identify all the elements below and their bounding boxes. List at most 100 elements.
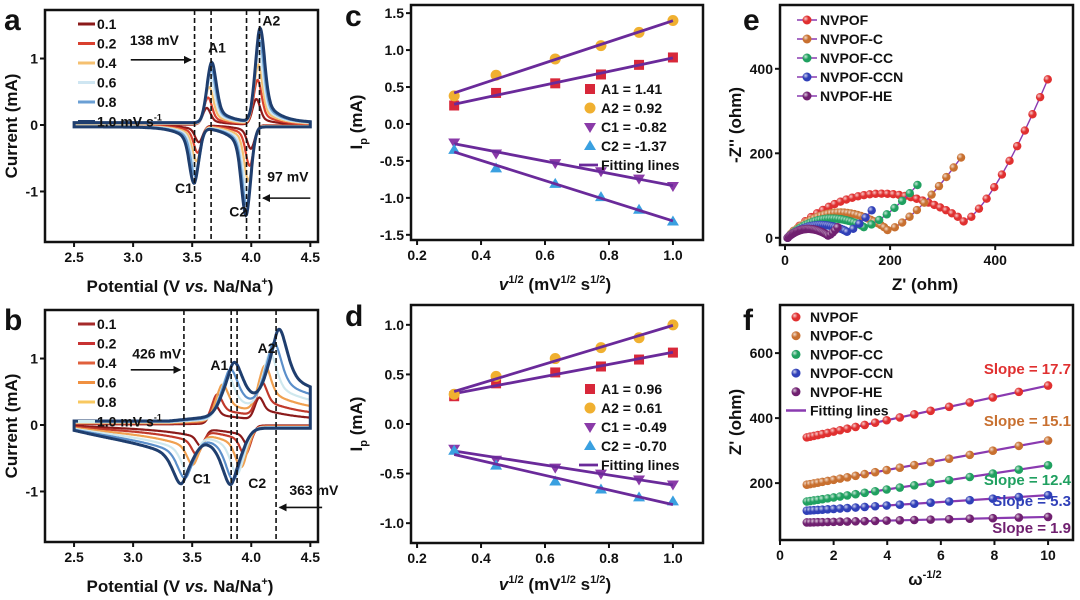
data-point-highlight: [883, 225, 892, 235]
label-part: +: [261, 576, 267, 588]
y-tick-label: -0.5: [380, 153, 404, 169]
label-part: -1/2: [923, 569, 942, 581]
data-point-highlight: [882, 485, 891, 494]
y-tick-label: -1: [26, 483, 39, 499]
data-point-highlight: [882, 210, 892, 219]
label-part: v: [499, 275, 510, 294]
legend-text: 0.2: [97, 336, 117, 352]
fitting-line: [453, 449, 674, 487]
legend-label: 0.1: [97, 316, 117, 332]
label-part: 1/2: [590, 574, 605, 586]
fitting-line: [453, 350, 674, 395]
data-point-highlight: [842, 503, 852, 513]
data-point-highlight: [944, 514, 954, 524]
data-point-highlight: [802, 91, 812, 101]
data-point-highlight: [895, 463, 905, 472]
legend-label: 0.1: [97, 16, 117, 32]
label-part: s: [576, 575, 590, 594]
x-tick-label: 400: [984, 252, 1008, 268]
data-point-highlight: [870, 486, 880, 496]
legend-label: 0.8: [97, 394, 117, 410]
peak-label: C1: [175, 180, 193, 196]
y-tick-label: -1.5: [380, 227, 404, 243]
separation-annotation: 426 mV: [132, 346, 182, 362]
y-tick-label: 400: [750, 410, 774, 426]
x-tick-label: 2: [830, 547, 838, 563]
label-part: (mV: [524, 575, 562, 594]
triangle-up-marker: [448, 143, 461, 154]
legend-label: NVPOF-C: [820, 31, 883, 47]
data-point-highlight: [835, 492, 845, 501]
legend-label: Fitting lines: [810, 403, 889, 419]
x-axis-title: Potential (V vs. Na/Na+): [87, 276, 274, 296]
separation-annotation: 138 mV: [130, 32, 180, 48]
data-point-highlight: [861, 213, 870, 222]
data-point-highlight: [890, 223, 900, 232]
legend-label: A1 = 0.96: [601, 381, 662, 397]
data-point-highlight: [829, 517, 838, 527]
y-tick-label: 0.0: [385, 416, 405, 432]
data-point-highlight: [942, 172, 951, 182]
x-tick-label: 0.6: [535, 247, 555, 263]
data-point-highlight: [860, 469, 870, 479]
plot-area: [72, 327, 312, 486]
data-point-highlight: [1012, 141, 1022, 151]
legend-label: Fitting lines: [601, 457, 680, 473]
data-point-highlight: [965, 450, 975, 460]
slope-label: Slope = 5.3: [992, 493, 1071, 510]
fitting-line: [453, 453, 674, 507]
cv-curve-1: [72, 25, 312, 218]
x-tick-label: 8: [991, 547, 999, 563]
slope-label: Slope = 12.4: [984, 472, 1072, 489]
fitting-line: [453, 19, 674, 95]
label-part: I: [347, 145, 366, 150]
x-tick-label: 1.0: [663, 247, 683, 263]
y-tick-label: 1.5: [385, 5, 405, 21]
data-point-highlight: [877, 189, 886, 198]
data-point-highlight: [974, 204, 984, 213]
data-point-highlight: [851, 422, 860, 432]
label-part: v: [499, 575, 510, 594]
data-point-highlight: [871, 189, 880, 199]
legend-label: NVPOF-HE: [810, 384, 882, 400]
panel-c: c 0.2 0.4 0.6 0.8 1.0 -1.5 -1.0 -0.5 0.0 0.5 1.0 1.5…: [345, 0, 705, 294]
legend-label: 0.2: [97, 36, 117, 52]
data-point-highlight: [1043, 490, 1053, 500]
legend-label: NVPOF-CCN: [810, 365, 893, 381]
y-tick-label: 1: [30, 51, 38, 67]
data-point-highlight: [791, 387, 801, 397]
y-tick-label: 400: [750, 61, 774, 77]
legend-label: 0.8: [97, 94, 117, 110]
data-point-highlight: [910, 499, 919, 509]
data-point-highlight: [1028, 110, 1037, 119]
legend-text: 0.1: [97, 316, 117, 332]
label-part: ): [605, 275, 611, 294]
data-point-highlight: [855, 219, 864, 228]
data-point-highlight: [1014, 492, 1024, 502]
legend-label: 1.0 mV s-1: [97, 113, 162, 130]
legend-label: C1 = -0.82: [601, 119, 667, 135]
plot-area: [802, 381, 1053, 527]
peak-label: A1: [208, 40, 226, 56]
x-tick-label: 0.8: [599, 550, 619, 566]
y-tick-label: 0.5: [385, 79, 405, 95]
fitting-line: [453, 150, 674, 223]
peak-label: C1: [193, 471, 211, 487]
data-point-highlight: [870, 418, 880, 428]
data-point-highlight: [1043, 460, 1053, 470]
data-point-highlight: [897, 196, 907, 206]
triangle-up-marker: [448, 444, 461, 455]
peak-label: C2: [248, 475, 266, 491]
slope-label: Slope = 1.9: [992, 520, 1071, 537]
plot-area: [448, 15, 679, 226]
data-point-highlight: [791, 312, 801, 322]
plot-area: [448, 319, 679, 507]
data-point-highlight: [910, 515, 919, 525]
data-point-highlight: [959, 217, 968, 226]
data-point-highlight: [1005, 156, 1014, 166]
axes-frame: [778, 303, 1075, 542]
panel-e: e 0 200 400 0 200 400 Z' (ohm) -Z'' (ohm) NVPOF NV…: [726, 3, 1075, 294]
data-point-highlight: [1043, 436, 1053, 445]
x-tick-label: 0: [781, 252, 789, 268]
